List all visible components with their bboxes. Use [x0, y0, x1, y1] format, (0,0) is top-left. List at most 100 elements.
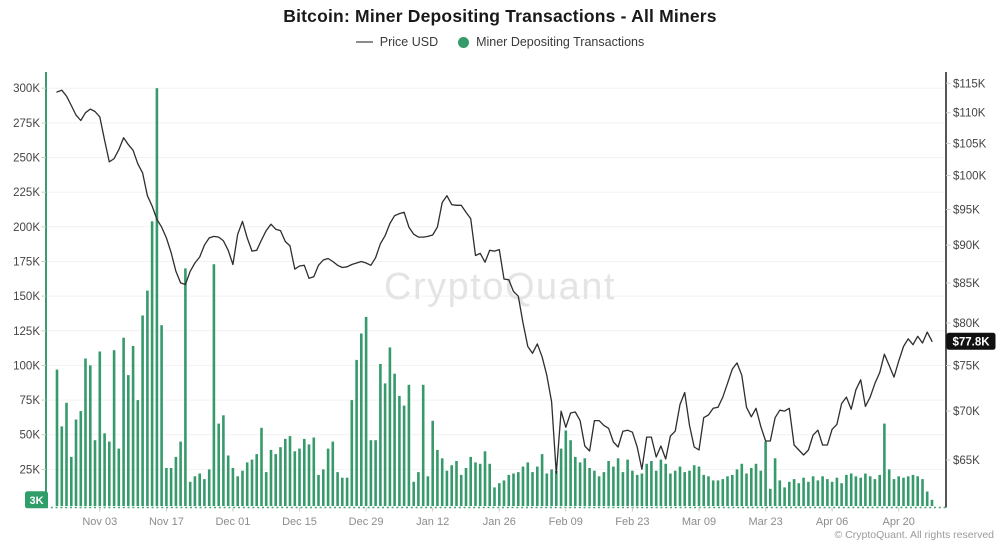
bar[interactable] [369, 440, 373, 506]
bar[interactable] [773, 458, 777, 506]
bar[interactable] [193, 476, 197, 506]
bar[interactable] [540, 454, 544, 506]
bar[interactable] [455, 461, 458, 506]
bar[interactable] [459, 474, 463, 506]
bar[interactable] [626, 459, 629, 506]
bar[interactable] [412, 481, 415, 506]
bar[interactable] [288, 436, 292, 506]
bar[interactable] [678, 466, 682, 506]
bar[interactable] [612, 466, 615, 506]
bar[interactable] [764, 441, 767, 506]
bar[interactable] [840, 483, 843, 506]
bar[interactable] [241, 470, 244, 506]
bar[interactable] [160, 325, 163, 506]
bar[interactable] [155, 88, 159, 506]
bar[interactable] [721, 479, 725, 506]
bar[interactable] [521, 466, 525, 506]
bar[interactable] [726, 476, 729, 506]
bar[interactable] [925, 491, 929, 507]
bar[interactable] [478, 463, 482, 506]
bar[interactable] [892, 479, 896, 506]
bar[interactable] [631, 470, 634, 506]
bar[interactable] [669, 473, 672, 507]
bar[interactable] [93, 440, 97, 506]
bar[interactable] [440, 458, 444, 506]
bar[interactable] [274, 454, 277, 506]
bar[interactable] [688, 470, 691, 506]
bar[interactable] [502, 480, 506, 506]
bar[interactable] [740, 463, 744, 506]
bar[interactable] [906, 476, 910, 506]
bar[interactable] [141, 315, 144, 507]
bar[interactable] [878, 474, 881, 506]
bar[interactable] [583, 458, 587, 506]
bar[interactable] [184, 268, 187, 506]
bar[interactable] [716, 480, 720, 506]
bar[interactable] [231, 468, 235, 506]
bar[interactable] [778, 480, 782, 506]
bar[interactable] [260, 427, 263, 506]
bar[interactable] [317, 474, 320, 506]
legend-item-price[interactable]: Price USD [355, 35, 438, 49]
bar[interactable] [146, 290, 149, 506]
bar[interactable] [659, 459, 663, 506]
bar[interactable] [174, 456, 178, 506]
bar[interactable] [550, 469, 553, 506]
bar[interactable] [445, 470, 449, 506]
bar[interactable] [531, 472, 534, 506]
bar[interactable] [322, 469, 325, 506]
bar[interactable] [312, 437, 316, 507]
bar[interactable] [217, 423, 220, 506]
bar[interactable] [55, 369, 59, 506]
bar[interactable] [188, 481, 192, 506]
bar[interactable] [483, 451, 487, 506]
bar[interactable] [350, 400, 354, 506]
bar[interactable] [226, 455, 230, 507]
bar[interactable] [564, 430, 568, 507]
bar[interactable] [345, 477, 349, 506]
bar[interactable] [355, 359, 358, 506]
bar[interactable] [816, 480, 820, 506]
bar[interactable] [374, 440, 377, 506]
bar[interactable] [526, 462, 530, 506]
bar[interactable] [607, 461, 610, 506]
bar[interactable] [616, 458, 620, 506]
bar[interactable] [593, 470, 596, 506]
bar[interactable] [635, 474, 639, 506]
bar[interactable] [887, 469, 891, 506]
bar[interactable] [517, 472, 520, 506]
bar[interactable] [916, 476, 919, 506]
bar[interactable] [859, 477, 862, 506]
bar[interactable] [692, 465, 696, 506]
bar[interactable] [269, 449, 273, 506]
bar[interactable] [512, 473, 515, 507]
bar[interactable] [284, 438, 287, 506]
bar[interactable] [207, 469, 211, 506]
bar[interactable] [797, 483, 801, 506]
bar[interactable] [426, 476, 430, 506]
bar[interactable] [493, 487, 496, 506]
bar[interactable] [650, 461, 653, 506]
bar[interactable] [697, 466, 701, 506]
bar[interactable] [379, 364, 382, 506]
bar[interactable] [179, 441, 182, 506]
bar[interactable] [830, 481, 834, 506]
bar[interactable] [868, 476, 872, 506]
bar[interactable] [131, 346, 135, 506]
bar[interactable] [759, 470, 763, 506]
bar[interactable] [165, 468, 168, 506]
legend-item-miner-deposits[interactable]: Miner Depositing Transactions [458, 35, 644, 49]
bar[interactable] [89, 365, 92, 506]
bar[interactable] [431, 420, 434, 506]
bar[interactable] [60, 426, 64, 506]
bar[interactable] [112, 350, 116, 506]
bar[interactable] [198, 473, 201, 507]
bar[interactable] [645, 463, 648, 506]
bar[interactable] [702, 474, 705, 506]
bar[interactable] [536, 466, 539, 506]
bar[interactable] [169, 468, 173, 506]
bar[interactable] [588, 468, 591, 506]
bar[interactable] [488, 463, 491, 506]
bar[interactable] [545, 473, 549, 507]
